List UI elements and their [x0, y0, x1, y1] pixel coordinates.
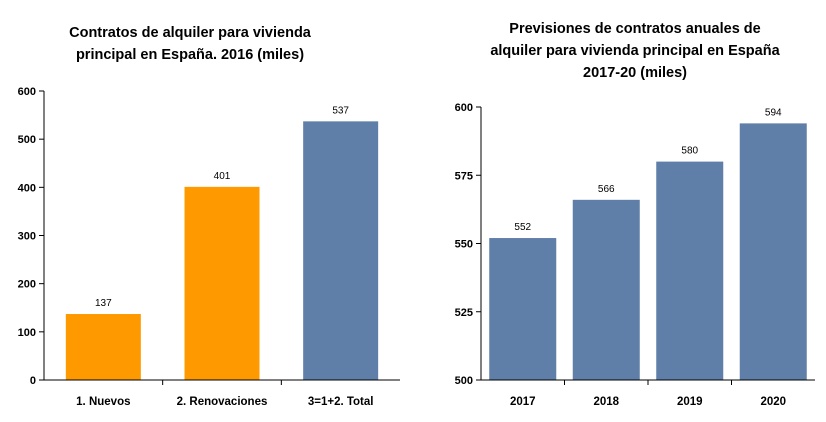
y-tick-label-left-6: 600 [18, 86, 36, 98]
chart-title-right-line-2: alquiler para vivienda principal en Espa… [490, 43, 780, 59]
chart-title-left: Contratos de alquiler para vivienda prin… [40, 22, 340, 66]
x-tick-label-right-1: 2017 [510, 396, 536, 408]
y-tick-label-left-4: 400 [18, 182, 36, 194]
y-tick-label-right-1: 525 [455, 307, 473, 319]
data-label-left-1: 137 [95, 298, 112, 309]
x-tick-label-left-1: 1. Nuevos [76, 396, 130, 408]
bar-left-1 [65, 314, 141, 380]
data-label-right-3: 580 [681, 146, 698, 157]
chart-title-right-line-3: 2017-20 (miles) [583, 65, 687, 81]
chart-title-right-line-1: Previsiones de contratos anuales de [509, 21, 761, 37]
bar-left-3 [303, 121, 379, 380]
chart-title-right: Previsiones de contratos anuales de alqu… [455, 18, 815, 84]
y-tick-label-right-2: 550 [455, 239, 473, 251]
bar-right-4 [739, 123, 807, 380]
bar-right-3 [656, 161, 724, 380]
y-tick-label-right-4: 600 [455, 102, 473, 114]
x-tick-label-left-2: 2. Renovaciones [177, 396, 268, 408]
y-tick-label-left-1: 100 [18, 327, 36, 339]
bar-right-1 [489, 238, 557, 380]
data-label-right-2: 566 [598, 184, 615, 195]
chart-right: 552 2017 566 2018 580 2019 594 2020 500 525 550 575… [455, 102, 815, 408]
x-tick-label-right-3: 2019 [677, 396, 703, 408]
chart-left: 137 1. Nuevos 401 2. Renovaciones 537 3=1+2. … [18, 86, 400, 408]
data-label-left-2: 401 [214, 171, 231, 182]
data-label-right-1: 552 [514, 222, 531, 233]
y-tick-label-left-5: 500 [18, 134, 36, 146]
y-tick-label-left-3: 300 [18, 231, 36, 243]
y-tick-label-right-0: 500 [455, 375, 473, 387]
x-tick-label-right-4: 2020 [760, 396, 786, 408]
y-tick-label-left-2: 200 [18, 279, 36, 291]
bar-left-2 [184, 186, 260, 380]
y-tick-label-left-0: 0 [30, 375, 36, 387]
chart-title-left-line-2: principal en España. 2016 (miles) [75, 47, 305, 63]
y-tick-label-right-3: 575 [455, 170, 473, 182]
x-tick-label-left-3: 3=1+2. Total [308, 396, 374, 408]
data-label-right-4: 594 [765, 107, 782, 118]
x-tick-label-right-2: 2018 [593, 396, 619, 408]
bar-right-2 [572, 199, 640, 380]
chart-title-left-line-1: Contratos de alquiler para vivienda [69, 25, 311, 41]
data-label-left-3: 537 [332, 105, 349, 116]
